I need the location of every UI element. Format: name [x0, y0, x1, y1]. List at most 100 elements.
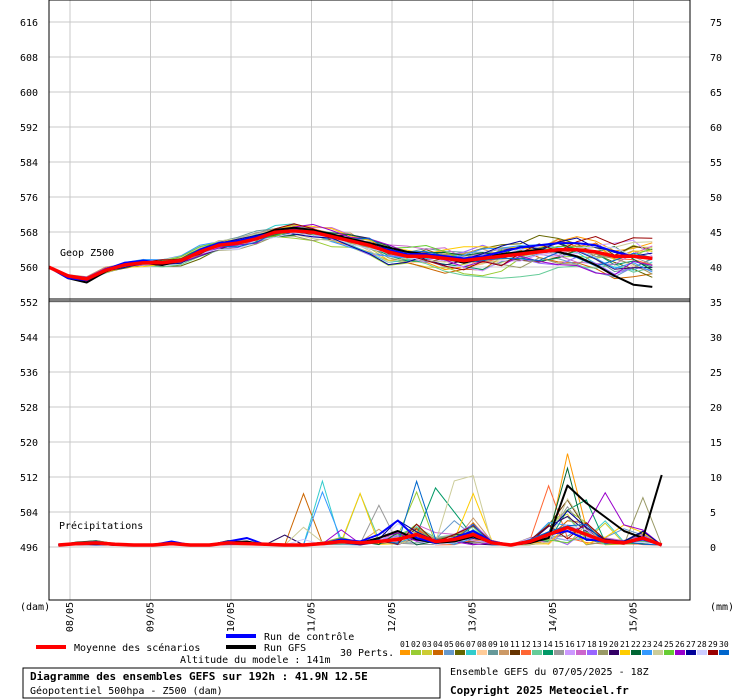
chart-title: Diagramme des ensembles GEFS sur 192h : … — [30, 670, 368, 683]
left-tick-label: 584 — [20, 158, 38, 169]
left-tick-label: 568 — [20, 228, 38, 239]
pert-legend-number: 12 — [521, 640, 531, 649]
precip-panel-label: Précipitations — [59, 520, 143, 532]
right-tick-label: 5 — [710, 508, 716, 519]
pert-legend-number: 19 — [598, 640, 608, 649]
x-tick-label: 13/05 — [468, 602, 479, 632]
pert-legend-number: 04 — [433, 640, 443, 649]
pert-legend-number: 05 — [444, 640, 454, 649]
z500-panel-label: Geop Z500 — [60, 248, 114, 259]
legend: Moyenne des scénarios Run de contrôle Ru… — [36, 631, 729, 666]
perturbation-legend: 01 02 03 04 05 06 07 08 09 10 11 12 13 14 15 16 17 18 19 20… — [400, 640, 729, 655]
pert-legend-number: 28 — [697, 640, 707, 649]
title-box — [22, 667, 441, 699]
x-tick-label: 15/05 — [629, 602, 640, 632]
x-axis: 08/05 09/05 10/05 11/05 12/05 13/05 14/05 15/05 — [65, 602, 640, 632]
pert-legend-number: 30 — [719, 640, 729, 649]
right-tick-label: 15 — [710, 438, 722, 449]
left-tick-label: 528 — [20, 403, 38, 414]
legend-gfs-label: Run GFS — [264, 643, 306, 654]
left-tick-label: 616 — [20, 18, 38, 29]
left-tick-label: 536 — [20, 368, 38, 379]
plot-frame — [48, 0, 691, 601]
pert-legend-number: 27 — [686, 640, 696, 649]
right-tick-label: 35 — [710, 298, 722, 309]
pert-legend-number: 15 — [554, 640, 564, 649]
left-tick-label: 560 — [20, 263, 38, 274]
pert-legend-swatch — [499, 650, 509, 655]
pert-legend-swatch — [444, 650, 454, 655]
pert-legend-swatch — [697, 650, 707, 655]
left-tick-label: 576 — [20, 193, 38, 204]
pert-legend-swatch — [554, 650, 564, 655]
left-tick-label: 608 — [20, 53, 38, 64]
x-tick-label: 11/05 — [307, 602, 318, 632]
pert-legend-number: 20 — [609, 640, 619, 649]
right-tick-label: 30 — [710, 333, 722, 344]
pert-legend-number: 07 — [466, 640, 476, 649]
right-tick-label: 25 — [710, 368, 722, 379]
pert-legend-swatch — [565, 650, 575, 655]
pert-legend-swatch — [411, 650, 421, 655]
mean-z500-line — [48, 229, 653, 281]
right-tick-label: 60 — [710, 123, 722, 134]
pert-legend-swatch — [400, 650, 410, 655]
x-tick-label: 10/05 — [226, 602, 237, 632]
pert-legend-number: 17 — [576, 640, 586, 649]
pert-legend-swatch — [598, 650, 608, 655]
x-tick-label: 14/05 — [548, 602, 559, 632]
pert-legend-swatch — [653, 650, 663, 655]
pert-legend-number: 18 — [587, 640, 597, 649]
left-tick-label: 552 — [20, 298, 38, 309]
pert-legend-number: 21 — [620, 640, 630, 649]
pert-legend-number: 09 — [488, 640, 498, 649]
pert-legend-number: 06 — [455, 640, 465, 649]
pert-legend-swatch — [455, 650, 465, 655]
x-tick-label: 08/05 — [65, 602, 76, 632]
pert-legend-swatch — [433, 650, 443, 655]
pert-legend-swatch — [532, 650, 542, 655]
pert-legend-swatch — [477, 650, 487, 655]
pert-legend-number: 24 — [653, 640, 663, 649]
left-tick-label: 600 — [20, 88, 38, 99]
pert-legend-swatch — [587, 650, 597, 655]
pert-legend-number: 22 — [631, 640, 641, 649]
pert-legend-swatch — [422, 650, 432, 655]
legend-control-label: Run de contrôle — [264, 631, 354, 643]
right-tick-label: 45 — [710, 228, 722, 239]
right-tick-label: 40 — [710, 263, 722, 274]
left-axis: 616 608 600 592 584 576 568 560 552 544 536 528 520 5… — [20, 18, 38, 554]
pert-legend-number: 23 — [642, 640, 652, 649]
right-unit-label: (mm) — [710, 602, 734, 613]
left-unit-label: (dam) — [20, 602, 50, 613]
right-tick-label: 20 — [710, 403, 722, 414]
pert-legend-number: 25 — [664, 640, 674, 649]
pert-legend-swatch — [620, 650, 630, 655]
pert-legend-number: 11 — [510, 640, 520, 649]
pert-legend-swatch — [664, 650, 674, 655]
left-tick-label: 544 — [20, 333, 38, 344]
pert-legend-swatch — [543, 650, 553, 655]
main-run-lines — [48, 226, 663, 547]
pert-legend-number: 03 — [422, 640, 432, 649]
copyright: Copyright 2025 Meteociel.fr — [450, 684, 629, 697]
left-tick-label: 496 — [20, 543, 38, 554]
pert-legend-swatch — [631, 650, 641, 655]
right-tick-label: 0 — [710, 543, 716, 554]
left-tick-label: 592 — [20, 123, 38, 134]
pert-z500-line — [48, 226, 653, 278]
right-tick-label: 65 — [710, 88, 722, 99]
pert-legend-number: 26 — [675, 640, 685, 649]
pert-legend-number: 01 — [400, 640, 410, 649]
pert-legend-swatch — [488, 650, 498, 655]
chart-grid — [49, 0, 690, 600]
pert-legend-swatch — [510, 650, 520, 655]
pert-legend-swatch — [576, 650, 586, 655]
x-tick-label: 09/05 — [146, 602, 157, 632]
pert-legend-swatch — [708, 650, 718, 655]
pert-legend-number: 08 — [477, 640, 487, 649]
chart-subtitle: Géopotentiel 500hpa - Z500 (dam) — [30, 685, 223, 697]
right-tick-label: 50 — [710, 193, 722, 204]
legend-mean-label: Moyenne des scénarios — [74, 642, 200, 654]
